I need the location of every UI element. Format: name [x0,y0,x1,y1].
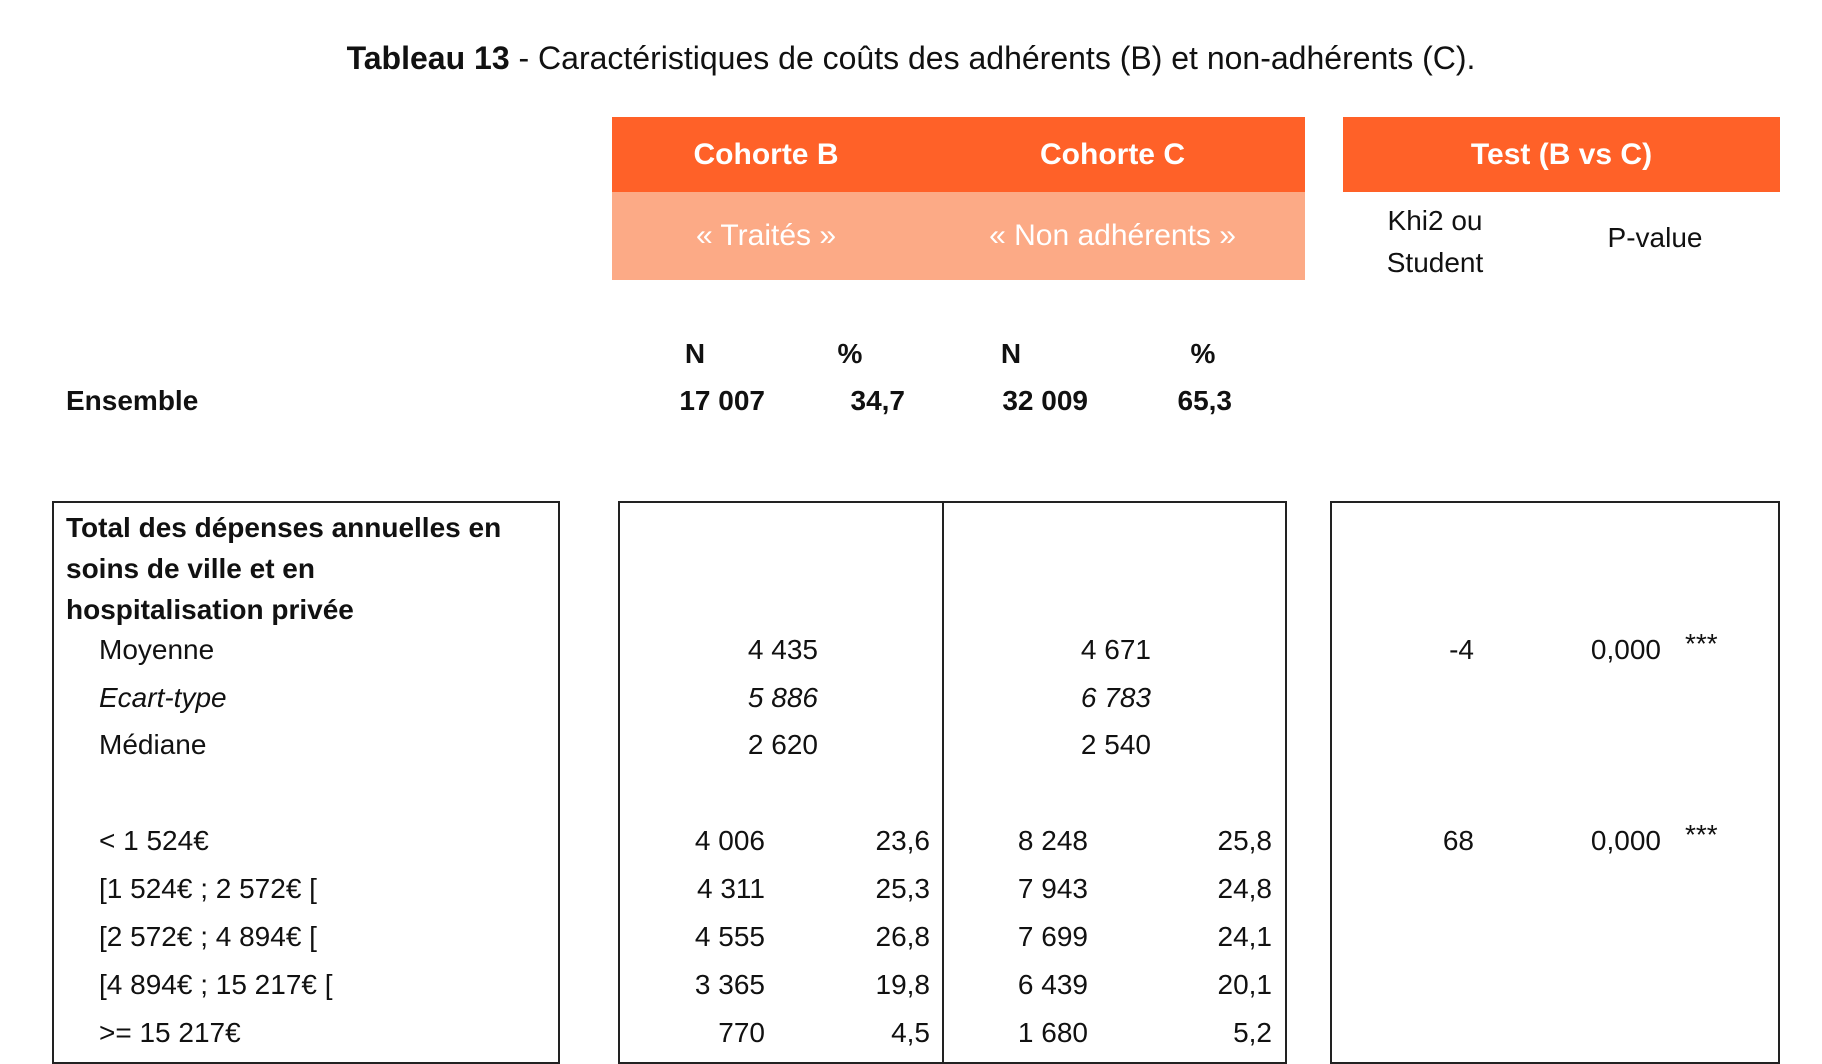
stat-c-sd: 6 783 [1080,682,1151,713]
subheader-cohort-c: « Non adhérents » [920,192,1305,280]
table-title: Tableau 13 - Caractéristiques de coûts d… [0,40,1822,77]
section-title-line2: soins de ville et en [66,553,315,584]
stat-significance-mean: *** [1685,628,1718,659]
class-c-pct: 20,1 [1217,969,1273,1000]
class-c-n: 1 680 [1017,1017,1088,1048]
ensemble-c-pct: 65,3 [1177,385,1233,416]
class-b-n: 4 006 [694,825,765,856]
col-label-c-n: N [1000,338,1022,369]
test-col-pvalue: P-value [1607,222,1703,253]
col-label-c-pct: % [1190,338,1216,369]
class-c-n: 8 248 [1017,825,1088,856]
ensemble-b-pct: 34,7 [850,385,906,416]
class-significance: *** [1685,819,1718,850]
stat-b-sd: 5 886 [747,682,818,713]
test-col-statistic: Khi2 ou Student [1360,200,1510,284]
test-col-statistic-line1: Khi2 ou [1387,205,1483,236]
header-cohort-c: Cohorte C [920,117,1305,192]
ensemble-b-n: 17 007 [679,385,765,416]
ensemble-label: Ensemble [66,385,199,416]
class-b-pct: 26,8 [875,921,931,952]
subheader-cohort-b: « Traités » [612,192,920,280]
row-label-box [52,501,560,1064]
class-c-pct: 24,1 [1217,921,1273,952]
class-label: < 1 524€ [99,825,209,856]
table-number: Tableau 13 [346,40,510,76]
col-label-b-n: N [684,338,706,369]
test-values-box [1330,501,1780,1064]
stat-label-median: Médiane [99,729,207,760]
class-c-pct: 24,8 [1217,873,1273,904]
class-label: [2 572€ ; 4 894€ [ [99,921,317,952]
stat-b-median: 2 620 [747,729,818,760]
class-b-pct: 25,3 [875,873,931,904]
class-b-n: 4 311 [697,873,765,904]
class-label: >= 15 217€ [99,1017,241,1048]
class-pvalue: 0,000 [1590,825,1661,856]
stat-label-mean: Moyenne [99,634,215,665]
class-c-pct: 25,8 [1217,825,1273,856]
class-label: [4 894€ ; 15 217€ [ [99,969,333,1000]
stat-c-mean: 4 671 [1080,634,1151,665]
class-b-pct: 23,6 [875,825,931,856]
stat-c-median: 2 540 [1080,729,1151,760]
cohort-divider [942,501,944,1064]
stat-test-mean: -4 [1449,634,1474,665]
class-b-n: 770 [718,1017,765,1048]
stat-label-sd: Ecart-type [99,682,227,713]
section-title: Total des dépenses annuelles en soins de… [66,507,501,630]
test-col-statistic-line2: Student [1386,247,1484,278]
header-cohort-b: Cohorte B [612,117,920,192]
cohort-values-box [618,501,1287,1064]
stat-b-mean: 4 435 [747,634,818,665]
class-b-n: 4 555 [694,921,765,952]
class-test: 68 [1442,825,1474,856]
section-title-line3: hospitalisation privée [66,594,354,625]
col-label-b-pct: % [837,338,863,369]
class-c-n: 7 943 [1017,873,1088,904]
class-b-n: 3 365 [694,969,765,1000]
class-b-pct: 4,5 [891,1017,930,1048]
stat-pvalue-mean: 0,000 [1590,634,1661,665]
table-caption: - Caractéristiques de coûts des adhérent… [509,40,1476,76]
class-label: [1 524€ ; 2 572€ [ [99,873,317,904]
class-b-pct: 19,8 [875,969,931,1000]
class-c-n: 7 699 [1017,921,1088,952]
class-c-pct: 5,2 [1233,1017,1272,1048]
ensemble-c-n: 32 009 [1002,385,1088,416]
section-title-line1: Total des dépenses annuelles en [66,512,502,543]
class-c-n: 6 439 [1017,969,1088,1000]
header-test: Test (B vs C) [1343,117,1780,192]
